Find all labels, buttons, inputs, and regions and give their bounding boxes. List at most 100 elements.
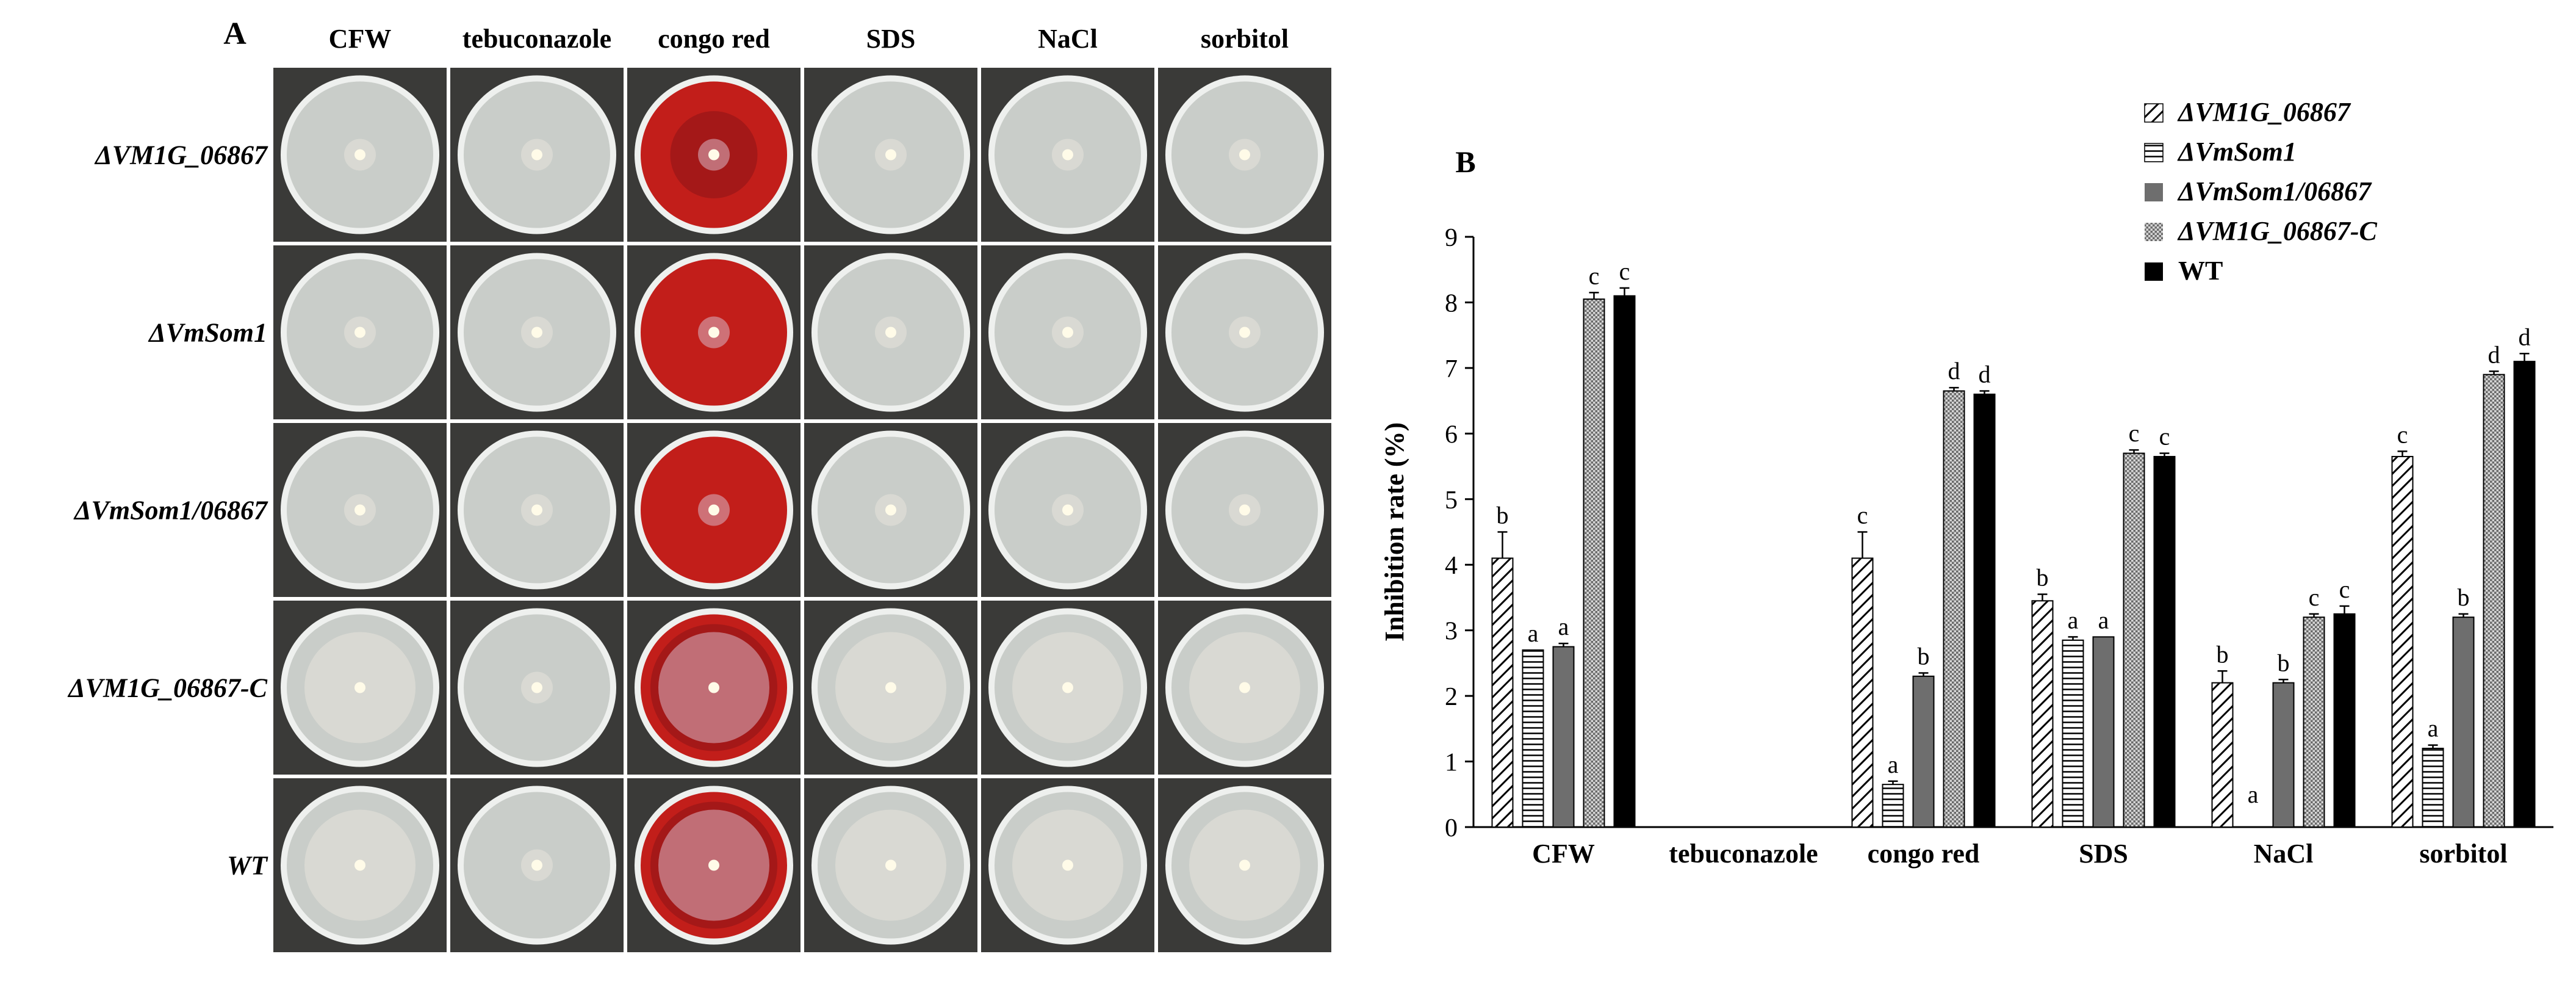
row-label-1: ΔVmSom1 bbox=[148, 318, 267, 348]
bar-2-2 bbox=[1912, 675, 1935, 828]
inoculation-plug bbox=[1062, 149, 1073, 161]
bar-2-0 bbox=[1552, 646, 1575, 828]
plate-cell-0-2 bbox=[627, 68, 801, 242]
inoculation-plug bbox=[354, 859, 365, 871]
plate-cell-4-3 bbox=[804, 778, 977, 952]
plate-cell-4-4 bbox=[981, 778, 1154, 952]
bar-1-2 bbox=[1882, 784, 1904, 828]
x-category-label-3: SDS bbox=[2079, 839, 2128, 869]
significance-letter-1-2: a bbox=[1888, 751, 1899, 778]
column-header-3: SDS bbox=[866, 24, 916, 54]
y-tick-label-4: 4 bbox=[1445, 552, 1458, 580]
plate-cell-2-1 bbox=[450, 423, 624, 597]
y-tick-label-0: 0 bbox=[1445, 814, 1458, 842]
inoculation-plug bbox=[885, 682, 896, 693]
inoculation-plug bbox=[1062, 327, 1073, 338]
significance-letter-3-2: d bbox=[1948, 357, 1960, 385]
plate-cell-0-1 bbox=[450, 68, 624, 242]
significance-letter-1-4: a bbox=[2248, 781, 2259, 808]
bar-4-3 bbox=[2153, 455, 2176, 828]
plate-cell-4-0 bbox=[273, 778, 447, 952]
inoculation-plug bbox=[354, 504, 365, 516]
y-tick-label-5: 5 bbox=[1445, 486, 1458, 515]
legend-swatch-1 bbox=[2144, 143, 2164, 162]
inoculation-plug bbox=[708, 682, 719, 693]
y-tick-label-7: 7 bbox=[1445, 355, 1458, 383]
significance-letter-4-3: c bbox=[2159, 423, 2170, 450]
panel-b-label: B bbox=[1455, 145, 1475, 179]
inoculation-plug bbox=[708, 859, 719, 871]
plate-cell-0-3 bbox=[804, 68, 977, 242]
inoculation-plug bbox=[1062, 504, 1073, 516]
significance-letter-2-5: b bbox=[2458, 584, 2470, 611]
significance-letter-3-4: c bbox=[2309, 584, 2320, 611]
plate-cell-1-5 bbox=[1158, 245, 1331, 419]
bar-3-0 bbox=[1583, 298, 1605, 828]
legend-swatch-0 bbox=[2144, 103, 2164, 123]
significance-letter-0-0: b bbox=[1497, 502, 1509, 529]
significance-letter-4-2: d bbox=[1979, 360, 1991, 388]
plate-cell-0-4 bbox=[981, 68, 1154, 242]
legend-swatch-3 bbox=[2145, 223, 2163, 241]
y-tick-label-6: 6 bbox=[1445, 421, 1458, 449]
bar-0-5 bbox=[2391, 455, 2414, 828]
inoculation-plug bbox=[708, 504, 719, 516]
panel-a-label: A bbox=[223, 16, 246, 51]
inoculation-plug bbox=[531, 859, 542, 871]
plate-cell-1-1 bbox=[450, 245, 624, 419]
plate-cell-3-2 bbox=[627, 601, 801, 775]
inoculation-plug bbox=[354, 149, 365, 161]
inoculation-plug bbox=[1062, 859, 1073, 871]
significance-letter-0-5: c bbox=[2397, 421, 2408, 448]
y-axis-title: Inhibition rate (%) bbox=[1380, 422, 1409, 642]
bar-1-3 bbox=[2062, 639, 2084, 828]
significance-letter-2-0: a bbox=[1558, 613, 1569, 640]
plate-cell-2-3 bbox=[804, 423, 977, 597]
bar-1-5 bbox=[2422, 748, 2444, 828]
significance-letter-1-5: a bbox=[2428, 715, 2439, 742]
significance-letter-0-2: c bbox=[1857, 502, 1868, 529]
significance-letter-0-3: b bbox=[2037, 564, 2049, 591]
bar-3-5 bbox=[2483, 374, 2505, 828]
inoculation-plug bbox=[531, 682, 542, 693]
plate-cell-2-5 bbox=[1158, 423, 1331, 597]
significance-letter-2-4: b bbox=[2278, 649, 2290, 676]
bar-2-3 bbox=[2092, 636, 2115, 828]
legend-label-1: ΔVmSom1 bbox=[2177, 137, 2297, 167]
plate-grid-svg: A CFW tebuconazole congo red SDS NaCl sorbitol… bbox=[67, 16, 1331, 952]
row-label-2: ΔVmSom1/06867 bbox=[73, 496, 268, 526]
plate-cell-3-5 bbox=[1158, 601, 1331, 775]
significance-letter-1-0: a bbox=[1528, 620, 1539, 647]
row-label-3: ΔVM1G_06867-C bbox=[67, 673, 267, 703]
plate-cell-1-3 bbox=[804, 245, 977, 419]
panel-b-bar-chart: B 0 1 2 3 4 5 6 7 8 9 Inhibition rate (%) CFW b a a c c te… bbox=[1367, 0, 2576, 987]
inoculation-plug bbox=[1239, 327, 1250, 338]
inoculation-plug bbox=[1239, 682, 1250, 693]
x-category-label-2: congo red bbox=[1868, 839, 1980, 869]
column-header-5: sorbitol bbox=[1201, 24, 1289, 54]
inoculation-plug bbox=[708, 327, 719, 338]
bar-2-5 bbox=[2452, 616, 2475, 828]
legend-swatch-4 bbox=[2145, 262, 2163, 281]
row-label-4: WT bbox=[227, 851, 268, 881]
plate-cell-1-4 bbox=[981, 245, 1154, 419]
legend-label-4: WT bbox=[2178, 256, 2223, 286]
bar-0-4 bbox=[2211, 682, 2234, 828]
plate-cell-2-4 bbox=[981, 423, 1154, 597]
plate-cell-4-1 bbox=[450, 778, 624, 952]
plate-cell-4-2 bbox=[627, 778, 801, 952]
plate-cell-2-2 bbox=[627, 423, 801, 597]
y-tick-label-9: 9 bbox=[1445, 224, 1458, 252]
plate-cell-1-0 bbox=[273, 245, 447, 419]
x-category-label-5: sorbitol bbox=[2419, 839, 2507, 869]
y-tick-label-3: 3 bbox=[1445, 618, 1458, 646]
bar-4-2 bbox=[1973, 393, 1996, 828]
y-tick-label-1: 1 bbox=[1445, 749, 1458, 777]
inoculation-plug bbox=[531, 327, 542, 338]
significance-letter-4-5: d bbox=[2519, 323, 2531, 350]
inoculation-plug bbox=[1239, 504, 1250, 516]
inoculation-plug bbox=[885, 504, 896, 516]
plate-cell-3-4 bbox=[981, 601, 1154, 775]
bar-3-3 bbox=[2123, 452, 2145, 828]
